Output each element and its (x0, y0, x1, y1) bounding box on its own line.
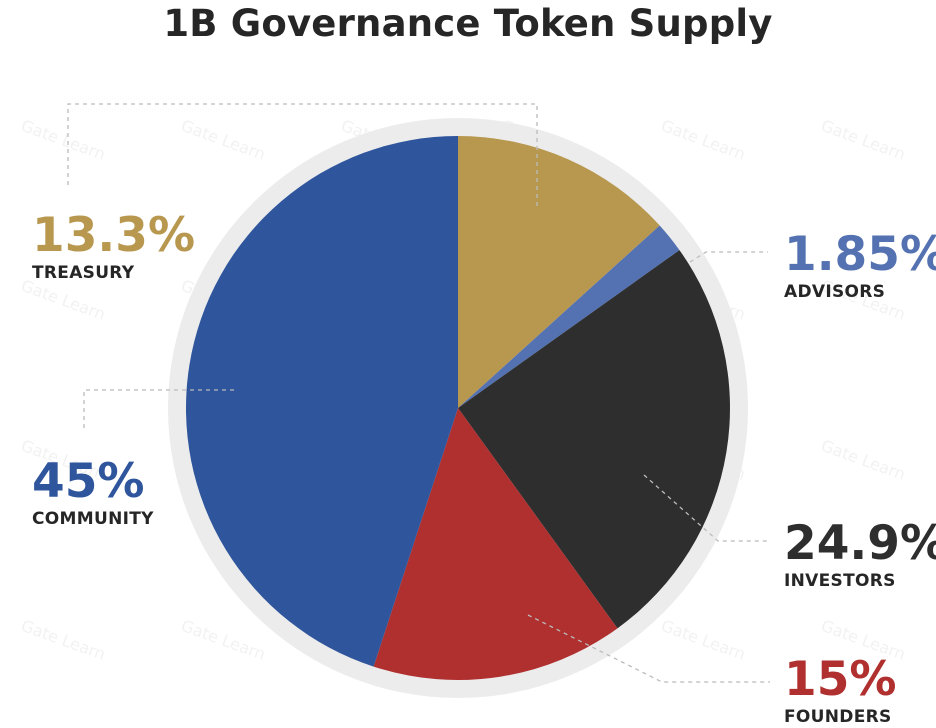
community-label: COMMUNITY (32, 509, 154, 529)
pie-slice-advisors (458, 225, 680, 408)
pie-slice-treasury (458, 136, 660, 408)
slice-label-investors: 24.9% INVESTORS (784, 518, 936, 592)
leader-lines (67, 103, 770, 683)
watermark-text: Gate Learn (179, 116, 268, 164)
pie-slice-investors (458, 250, 730, 629)
pie-slices (185, 135, 730, 680)
leader-line-treasury (67, 103, 538, 210)
leader-line-founders (527, 614, 770, 683)
community-percent: 45% (32, 454, 145, 509)
watermark-text: Gate Learn (819, 436, 908, 484)
watermark-text: Gate Learn (659, 116, 748, 164)
watermark-text: Gate Learn (179, 616, 268, 664)
watermark-text: Gate Learn (19, 616, 108, 664)
advisors-percent: 1.85% (784, 227, 936, 282)
investors-label: INVESTORS (784, 571, 896, 591)
pie-slice-founders (373, 408, 618, 680)
founders-percent: 15% (784, 652, 897, 707)
slice-label-advisors: 1.85% ADVISORS (784, 229, 936, 303)
slice-label-treasury: 13.3% TREASURY (32, 210, 195, 284)
advisors-label: ADVISORS (784, 282, 886, 302)
leader-line-investors (643, 474, 770, 542)
chart-title: 1B Governance Token Supply (163, 2, 773, 45)
watermark-text: Gate Learn (819, 116, 908, 164)
founders-label: FOUNDERS (784, 707, 892, 727)
investors-percent: 24.9% (784, 516, 936, 571)
watermark-text: Gate Learn (19, 116, 108, 164)
treasury-label: TREASURY (32, 263, 135, 283)
watermark-text: Gate Learn (659, 616, 748, 664)
leader-line-advisors (689, 251, 768, 263)
treasury-percent: 13.3% (32, 208, 196, 263)
slice-label-founders: 15% FOUNDERS (784, 654, 897, 728)
pie-slice-community (185, 135, 458, 667)
slice-label-community: 45% COMMUNITY (32, 456, 154, 530)
